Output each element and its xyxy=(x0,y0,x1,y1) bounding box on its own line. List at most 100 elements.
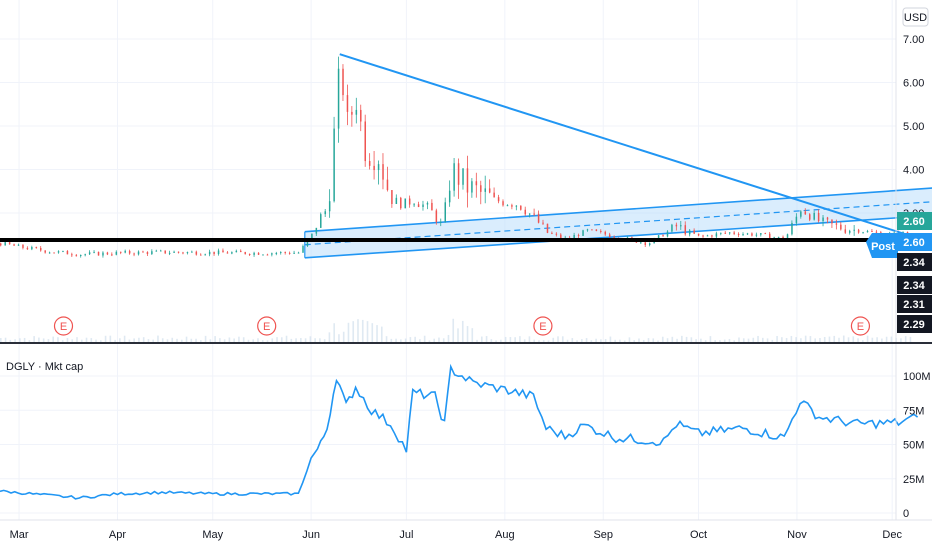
volume-bar xyxy=(909,336,912,342)
volume-bar xyxy=(433,338,435,342)
channel-upper-line[interactable] xyxy=(304,187,932,233)
candle-body xyxy=(240,250,242,253)
volume-bar xyxy=(833,335,836,342)
volume-bar xyxy=(685,336,688,342)
candle-body xyxy=(13,244,15,246)
trend-lines[interactable] xyxy=(0,53,922,242)
earnings-marker-circle xyxy=(533,316,553,336)
mktcap-tick-4: 0 xyxy=(903,508,909,520)
candle-body xyxy=(62,250,64,252)
volume-bar xyxy=(42,338,45,342)
candle-body xyxy=(44,250,46,253)
price-axis[interactable]: USD 7.006.005.004.003.00 100M75M50M25M0 … xyxy=(866,0,932,520)
mktcap-ticks: 100M 75M 50M 25M 0 xyxy=(903,371,931,520)
earnings-marker-circle xyxy=(257,316,277,336)
volume-bar xyxy=(614,339,616,342)
candle-body xyxy=(102,252,104,256)
mktcap-line xyxy=(0,363,919,500)
time-tick-mar: Mar xyxy=(10,529,29,541)
candle-body xyxy=(337,68,340,129)
candle-body xyxy=(253,252,255,255)
descending-trendline[interactable] xyxy=(339,53,922,241)
volume-bar xyxy=(785,338,788,342)
volume-bar xyxy=(133,338,135,342)
candle-body xyxy=(22,244,24,248)
candle-body xyxy=(84,254,86,256)
candle-body xyxy=(0,243,2,246)
candle-body xyxy=(128,250,131,254)
volume-bar xyxy=(571,338,574,342)
volume-bar xyxy=(333,323,335,342)
volume-bar xyxy=(361,319,364,342)
volume-bar xyxy=(452,318,455,342)
volume-bar xyxy=(404,338,407,342)
channel-lower-line[interactable] xyxy=(304,214,932,259)
time-tick-nov: Nov xyxy=(787,529,807,541)
volume-bar xyxy=(700,338,702,342)
volume-bar xyxy=(266,340,269,342)
currency-label[interactable]: USD xyxy=(904,12,927,24)
currency-badge[interactable] xyxy=(902,7,929,27)
candle-body xyxy=(4,242,6,246)
volume-bar xyxy=(714,340,716,342)
volume-bar xyxy=(19,338,21,342)
price-label-6: 2.29 xyxy=(903,319,924,331)
channel-mid-line[interactable] xyxy=(304,201,932,246)
volume-bar xyxy=(185,336,188,342)
candle-body xyxy=(835,223,838,225)
volume-bar xyxy=(666,338,669,342)
candle-body xyxy=(155,250,158,252)
price-label-3: 2.34 xyxy=(903,257,925,269)
candle-body xyxy=(840,224,842,230)
candle-body xyxy=(342,68,344,96)
candle-body xyxy=(382,164,384,180)
time-axis[interactable]: Mar Apr May Jun Jul Aug Sep Oct Nov Dec xyxy=(0,519,932,541)
volume-bar xyxy=(33,336,35,342)
volume-bar xyxy=(481,336,483,342)
volume-bar xyxy=(671,336,674,342)
candle-body xyxy=(577,234,580,236)
volume-bar xyxy=(200,340,202,342)
volume-bar xyxy=(690,337,693,342)
candle-body xyxy=(422,204,424,207)
volume-bar xyxy=(314,338,316,342)
volume-bar xyxy=(180,339,183,342)
time-tick-jul: Jul xyxy=(399,529,413,541)
candle-body xyxy=(768,233,771,239)
price-label-4: 2.34 xyxy=(903,280,925,292)
candle-body xyxy=(142,251,144,253)
candle-body xyxy=(413,204,415,206)
volume-bar xyxy=(776,336,778,342)
volume-bar xyxy=(290,338,293,342)
mktcap-tick-3: 25M xyxy=(903,474,924,486)
candle-body xyxy=(173,251,175,253)
candle-body xyxy=(328,201,331,212)
volume-bar xyxy=(271,338,274,342)
candle-body xyxy=(355,109,358,115)
candle-body xyxy=(395,197,398,204)
candle-body xyxy=(826,217,829,220)
candle-body xyxy=(684,225,687,235)
candle-body xyxy=(111,254,113,256)
volume-bar xyxy=(852,336,855,342)
candle-body xyxy=(551,232,553,234)
volume-bar xyxy=(804,335,807,342)
volume-bar xyxy=(61,340,64,342)
volume-bar xyxy=(638,338,640,342)
time-ticks: Mar Apr May Jun Jul Aug Sep Oct Nov Dec xyxy=(10,529,903,541)
volume-bar xyxy=(9,339,12,342)
volume-bar xyxy=(461,320,464,342)
price-tick-0: 7.00 xyxy=(903,34,924,46)
volume-bar xyxy=(142,337,145,342)
time-tick-oct: Oct xyxy=(690,529,707,541)
post-market-label[interactable]: Post xyxy=(866,233,898,258)
candle-body xyxy=(484,188,487,192)
volume-bar xyxy=(633,340,636,342)
time-tick-sep: Sep xyxy=(593,529,613,541)
volume-bar xyxy=(261,340,264,342)
candle-body xyxy=(320,214,322,228)
volume-bar xyxy=(823,336,826,342)
candle-body xyxy=(608,234,611,238)
candle-body xyxy=(853,229,855,231)
volume-bar xyxy=(47,339,50,342)
